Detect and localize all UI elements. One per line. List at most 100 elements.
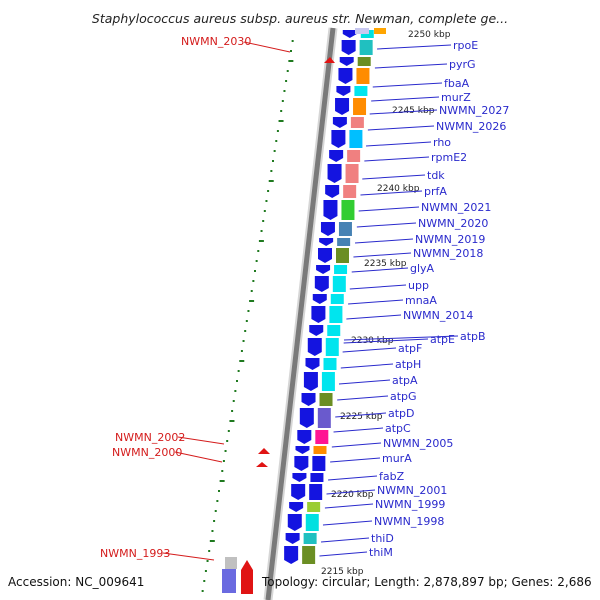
leader-line — [326, 489, 376, 495]
gene-label-nwmn-2021[interactable]: NWMN_2021 — [421, 201, 491, 214]
gene-label-atpD[interactable]: atpD — [388, 407, 415, 420]
gene-label-nwmn-2005[interactable]: NWMN_2005 — [383, 437, 453, 450]
gene-label-tdk[interactable]: tdk — [427, 169, 445, 182]
forward-gene — [287, 514, 302, 531]
gene-label-nwmn-1993[interactable]: NWMN_1993 — [100, 547, 170, 560]
gc-dot — [255, 260, 258, 262]
gc-dot — [263, 210, 266, 212]
kbp-label: 2230 kbp — [351, 336, 394, 346]
gc-dot — [208, 550, 211, 552]
gc-dot — [257, 250, 260, 252]
gc-dot — [285, 80, 288, 82]
gene-label-rpmE2[interactable]: rpmE2 — [431, 151, 467, 164]
reverse-gene-nwmn-1993-b[interactable] — [222, 569, 236, 593]
gene-label-atpE[interactable]: atpE — [430, 333, 455, 346]
gc-dot — [242, 340, 245, 342]
gc-dot — [227, 430, 230, 432]
gene-label-prfA[interactable]: prfA — [424, 185, 447, 198]
gene-label-nwmn-2001[interactable]: NWMN_2001 — [377, 484, 447, 497]
gc-dot — [221, 470, 224, 472]
gene-label-fbaA[interactable]: fbaA — [444, 77, 470, 90]
leader-line — [330, 457, 381, 463]
gene-label-upp[interactable]: upp — [408, 279, 429, 292]
gene-label-nwmn-2018[interactable]: NWMN_2018 — [413, 247, 483, 260]
gene-label-nwmn-2002[interactable]: NWMN_2002 — [115, 431, 185, 444]
leader-line — [371, 96, 440, 102]
leader-line — [364, 156, 430, 162]
kbp-label: 2225 kbp — [340, 412, 383, 422]
leader-line — [374, 63, 448, 69]
gene-label-nwmn-2020[interactable]: NWMN_2020 — [418, 217, 488, 230]
leader-line — [348, 299, 404, 305]
gc-dot — [214, 510, 217, 512]
gene-category-block — [313, 446, 327, 454]
gene-label-thiM[interactable]: thiM — [369, 546, 393, 559]
leader-line — [351, 267, 409, 273]
gene-label-nwmn-1999[interactable]: NWMN_1999 — [375, 498, 445, 511]
gene-label-nwmn-1998[interactable]: NWMN_1998 — [374, 515, 444, 528]
gene-category-block — [327, 325, 341, 336]
gc-dot — [268, 180, 274, 182]
gc-dot — [229, 420, 235, 422]
forward-gene — [339, 57, 354, 66]
gc-dot — [244, 330, 247, 332]
gc-dot — [231, 410, 234, 412]
forward-gene — [285, 533, 300, 544]
reverse-gene-labels: NWMN_2030 NWMN_2002 NWMN_2000 NWMN_1993 — [100, 35, 251, 560]
forward-gene — [311, 306, 326, 323]
gene-label-atpH[interactable]: atpH — [395, 358, 421, 371]
label-leaders — [319, 44, 459, 557]
gene-label-nwmn-2027[interactable]: NWMN_2027 — [439, 104, 509, 117]
gene-label-nwmn-2030[interactable]: NWMN_2030 — [181, 35, 251, 48]
gene-category-block — [347, 150, 361, 162]
gene-category-block — [325, 338, 339, 356]
gene-category-block — [303, 533, 317, 544]
gene-label-atpF[interactable]: atpF — [398, 342, 422, 355]
gene-label-nwmn-2014[interactable]: NWMN_2014 — [403, 309, 473, 322]
gc-dot — [262, 220, 265, 222]
gc-dot — [291, 40, 294, 42]
gc-dot — [213, 520, 216, 522]
gene-category-block — [336, 248, 349, 263]
gene-label-atpC[interactable]: atpC — [385, 422, 411, 435]
kbp-label: 2240 kbp — [377, 184, 420, 194]
gene-category-block — [307, 502, 321, 512]
gene-label-pyrG[interactable]: pyrG — [449, 58, 476, 71]
gene-label-rho[interactable]: rho — [433, 136, 451, 149]
leader-line — [366, 141, 432, 147]
leader-line — [346, 314, 402, 320]
reverse-gene-nwmn-1993-a[interactable] — [225, 557, 237, 569]
reverse-gene-nwmn-2002[interactable] — [258, 448, 270, 454]
gc-dot — [240, 350, 243, 352]
gc-dot — [239, 360, 245, 362]
gene-label-atpG[interactable]: atpG — [390, 390, 417, 403]
gc-dot — [288, 60, 294, 62]
forward-gene — [307, 338, 322, 356]
gene-label-rpoE[interactable]: rpoE — [453, 39, 478, 52]
reverse-gene-nwmn-2000[interactable] — [256, 462, 268, 467]
gene-label-nwmn-2026[interactable]: NWMN_2026 — [436, 120, 506, 133]
leader-line — [162, 552, 215, 561]
gene-label-nwmn-2000[interactable]: NWMN_2000 — [112, 446, 182, 459]
gc-dot — [247, 310, 250, 312]
reverse-strand-features — [222, 57, 335, 594]
gc-dot — [249, 300, 255, 302]
gene-label-nwmn-2019[interactable]: NWMN_2019 — [415, 233, 485, 246]
leader-line — [349, 284, 407, 290]
gene-category-block — [341, 200, 355, 220]
gene-label-glyA[interactable]: glyA — [410, 262, 435, 275]
gene-label-mnaA[interactable]: mnaA — [405, 294, 437, 307]
gene-category-block — [353, 98, 367, 115]
gene-label-murA[interactable]: murA — [382, 452, 412, 465]
leader-line — [356, 222, 417, 228]
forward-gene — [309, 325, 324, 336]
gc-dot — [232, 400, 235, 402]
gene-label-murZ[interactable]: murZ — [441, 91, 471, 104]
reverse-gene-nwmn-2030[interactable] — [324, 57, 335, 63]
gene-label-atpB[interactable]: atpB — [460, 330, 486, 343]
reverse-gene-nwmn-1993[interactable] — [241, 560, 253, 594]
gene-label-fabZ[interactable]: fabZ — [379, 470, 405, 483]
gene-label-thiD[interactable]: thiD — [371, 532, 394, 545]
leader-line — [372, 82, 443, 88]
gene-label-atpA[interactable]: atpA — [392, 374, 418, 387]
